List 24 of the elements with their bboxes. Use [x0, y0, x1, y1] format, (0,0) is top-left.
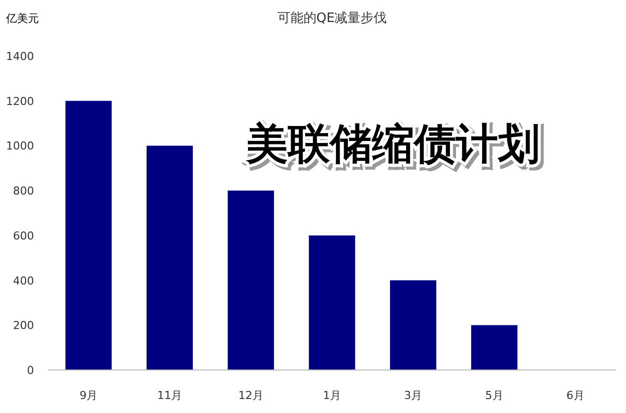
bar [65, 100, 112, 370]
bar [228, 190, 274, 370]
bar [146, 146, 193, 370]
y-tick-label: 1000 [6, 140, 34, 153]
x-tick-label: 11月 [157, 389, 182, 402]
y-tick-label: 200 [13, 319, 34, 332]
x-tick-label: 5月 [485, 389, 504, 402]
y-axis-title: 亿美元 [5, 12, 39, 25]
y-tick-label: 400 [13, 274, 34, 288]
y-tick-label: 0 [27, 364, 34, 377]
bar [308, 235, 356, 370]
y-tick-label: 800 [13, 184, 34, 198]
y-tick-label: 600 [13, 229, 34, 242]
x-tick-label: 6月 [566, 389, 584, 402]
x-tick-label: 9月 [80, 389, 98, 402]
x-tick-label: 3月 [404, 389, 422, 402]
headline: 美联储缩债计划 [246, 119, 540, 168]
x-tick-label: 12月 [238, 389, 264, 402]
bar [471, 325, 518, 370]
bar [390, 280, 436, 370]
y-tick-label: 1200 [6, 94, 34, 108]
x-tick-label: 1月 [323, 389, 341, 402]
y-tick-label: 1400 [6, 50, 34, 63]
chart-title: 可能的QE减量步伐 [277, 11, 387, 26]
